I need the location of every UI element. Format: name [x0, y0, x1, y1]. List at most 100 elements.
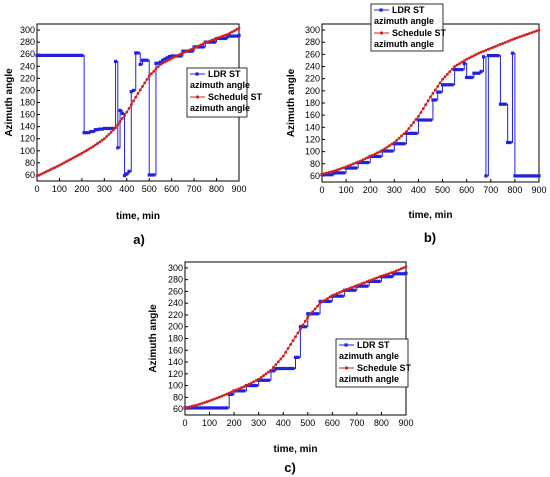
x-tick-label: 600: [459, 185, 474, 195]
data-point: [111, 128, 115, 132]
y-tick-label: 180: [20, 98, 35, 108]
data-point: [190, 404, 194, 408]
data-point: [525, 32, 529, 36]
y-tick-label: 80: [173, 392, 183, 402]
data-point: [371, 153, 375, 157]
data-point: [338, 290, 342, 294]
x-tick-label: 400: [411, 185, 426, 195]
data-point: [367, 279, 371, 283]
data-point: [205, 400, 209, 404]
data-point: [242, 385, 246, 389]
data-point: [84, 149, 88, 152]
data-point: [520, 34, 524, 38]
data-point: [474, 52, 478, 56]
data-point: [96, 128, 100, 132]
y-axis-title: Azimuth angle: [4, 68, 15, 137]
data-point: [170, 54, 174, 58]
data-point: [230, 392, 234, 397]
data-point: [373, 152, 377, 156]
data-point: [306, 315, 310, 319]
data-point: [330, 173, 334, 177]
data-point: [472, 71, 476, 75]
data-point: [224, 33, 227, 37]
legend-label: LDR ST: [357, 340, 390, 350]
x-tick-label: 200: [227, 418, 242, 428]
data-point: [65, 53, 69, 57]
data-point: [392, 141, 396, 144]
legend-label: azimuth angle: [190, 103, 250, 113]
data-point: [193, 404, 197, 407]
data-point: [188, 405, 192, 409]
data-point: [535, 29, 538, 33]
data-point: [71, 156, 75, 160]
data-point: [198, 402, 202, 406]
data-point: [163, 60, 167, 64]
x-tick-label: 600: [164, 184, 179, 194]
series-schedule-st: [320, 28, 541, 176]
data-point: [138, 88, 142, 92]
y-tick-label: 140: [305, 122, 320, 132]
data-point: [337, 171, 341, 175]
data-point: [227, 392, 231, 397]
data-point: [383, 149, 387, 153]
x-tick-label: 900: [231, 184, 246, 194]
data-point: [361, 158, 365, 162]
data-point: [247, 382, 251, 386]
y-tick-label: 200: [20, 85, 35, 95]
data-point: [404, 271, 408, 275]
data-point: [382, 273, 386, 277]
data-point: [515, 36, 519, 40]
legend-swatch-marker: [379, 31, 384, 35]
data-point: [159, 63, 162, 66]
data-point: [462, 59, 466, 63]
data-point: [194, 45, 198, 49]
data-point: [457, 67, 462, 72]
data-point: [321, 300, 324, 304]
data-point: [362, 281, 366, 285]
data-point: [397, 272, 401, 276]
data-point: [511, 38, 514, 41]
data-point: [388, 144, 391, 148]
data-point: [362, 284, 366, 288]
panel-label: a): [133, 232, 145, 247]
data-point: [51, 167, 55, 170]
data-point: [100, 138, 104, 142]
data-point: [206, 40, 209, 44]
data-point: [208, 406, 212, 410]
data-point: [197, 406, 201, 410]
data-point: [426, 118, 430, 122]
data-point: [431, 91, 435, 95]
data-point: [203, 41, 207, 45]
y-axis-title: Azimuth angle: [148, 304, 159, 373]
data-point: [89, 129, 93, 134]
data-point: [303, 319, 307, 323]
y-tick-label: 160: [20, 110, 35, 120]
data-point: [325, 173, 329, 177]
data-point: [508, 39, 512, 42]
data-point: [107, 126, 111, 131]
data-point: [201, 42, 205, 46]
data-point: [50, 53, 54, 57]
data-point: [521, 174, 525, 178]
legend-label: azimuth angle: [374, 16, 434, 26]
data-point: [254, 378, 258, 382]
data-point: [42, 171, 46, 175]
data-point: [436, 90, 440, 94]
y-tick-label: 100: [168, 381, 183, 391]
data-point: [453, 65, 457, 68]
data-point: [286, 366, 290, 371]
data-point: [156, 65, 160, 69]
data-point: [125, 110, 129, 114]
data-point: [311, 312, 315, 316]
data-point: [375, 276, 378, 280]
data-point: [472, 54, 476, 57]
data-point: [376, 151, 379, 155]
data-point: [276, 360, 280, 364]
data-point: [344, 165, 348, 169]
data-point: [240, 386, 243, 390]
data-point: [75, 53, 79, 57]
data-point: [62, 161, 66, 165]
data-point: [351, 166, 355, 170]
data-point: [194, 406, 198, 410]
